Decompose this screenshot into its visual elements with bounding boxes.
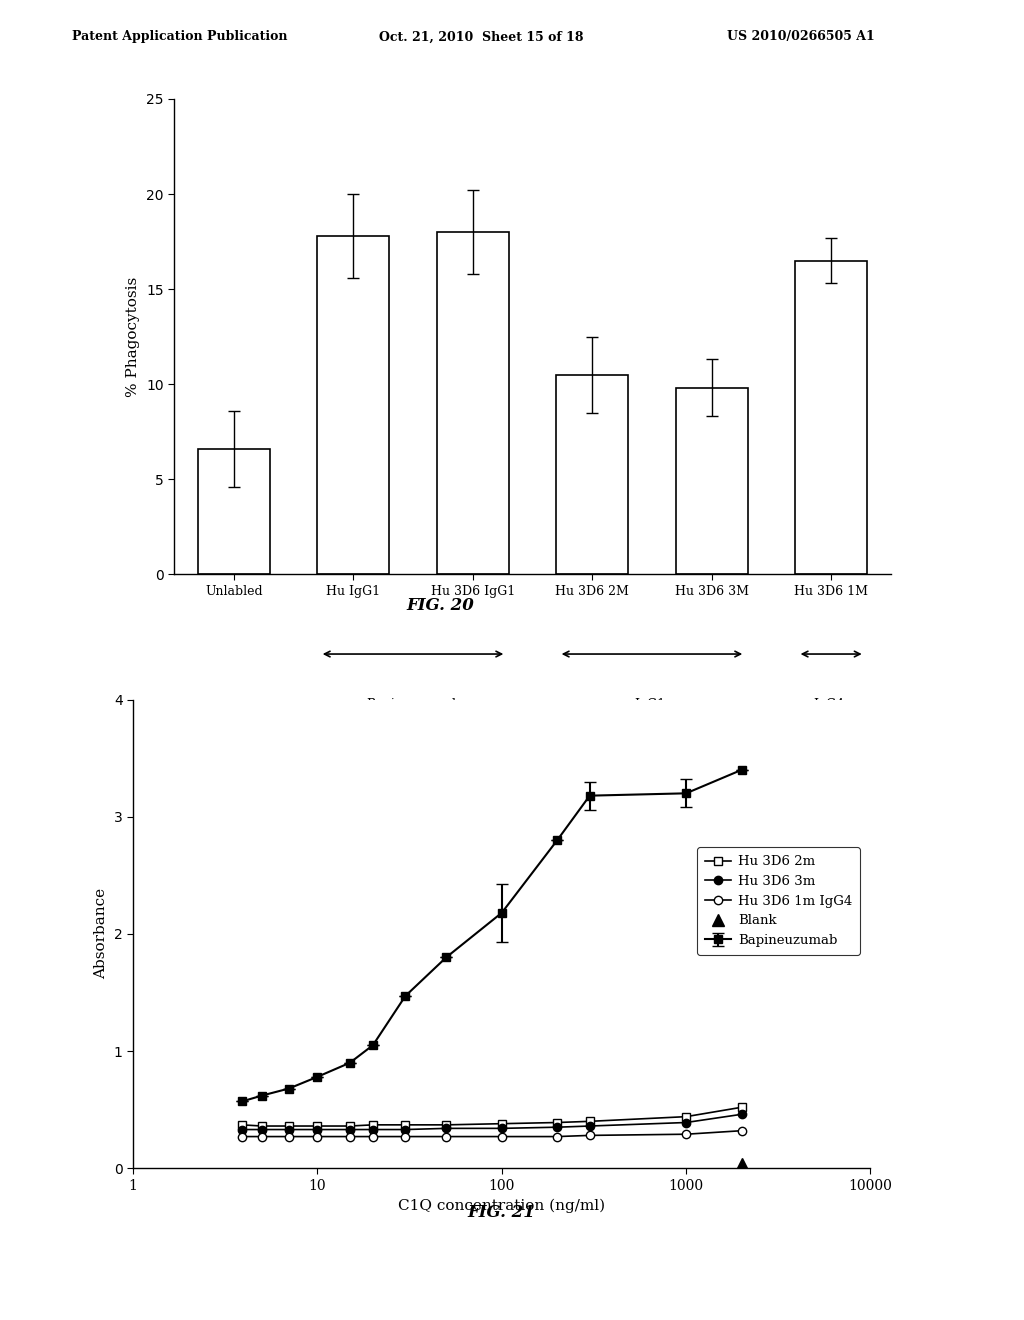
Hu 3D6 1m IgG4 — [735, 1123, 748, 1139]
Text: Patent Application Publication: Patent Application Publication — [72, 30, 287, 44]
Text: US 2010/0266505 A1: US 2010/0266505 A1 — [727, 30, 874, 44]
Y-axis label: Absorbance: Absorbance — [94, 888, 109, 979]
Hu 3D6 1m IgG4 — [236, 1129, 248, 1144]
Hu 3D6 2m — [735, 1100, 748, 1115]
Hu 3D6 1m IgG4 — [680, 1126, 692, 1142]
Hu 3D6 2m — [311, 1118, 324, 1134]
Hu 3D6 3m — [311, 1122, 324, 1138]
Hu 3D6 1m IgG4 — [399, 1129, 412, 1144]
Hu 3D6 3m — [584, 1118, 596, 1134]
Hu 3D6 2m — [440, 1117, 453, 1133]
Hu 3D6 1m IgG4 — [344, 1129, 356, 1144]
X-axis label: C1Q concentration (ng/ml): C1Q concentration (ng/ml) — [398, 1199, 605, 1213]
Bar — [796, 260, 867, 574]
Hu 3D6 1m IgG4 — [551, 1129, 563, 1144]
Hu 3D6 2m — [367, 1117, 379, 1133]
Hu 3D6 3m — [551, 1119, 563, 1135]
Hu 3D6 3m — [344, 1122, 356, 1138]
Hu 3D6 1m IgG4 — [496, 1129, 508, 1144]
Line: Hu 3D6 1m IgG4: Hu 3D6 1m IgG4 — [238, 1126, 745, 1140]
Hu 3D6 3m — [367, 1122, 379, 1138]
Bar — [676, 388, 748, 574]
Hu 3D6 2m — [496, 1115, 508, 1131]
Hu 3D6 3m — [496, 1121, 508, 1137]
Hu 3D6 1m IgG4 — [367, 1129, 379, 1144]
Hu 3D6 3m — [735, 1106, 748, 1122]
Text: IgG4;
hinge mut: IgG4; hinge mut — [799, 698, 863, 726]
Hu 3D6 2m — [680, 1109, 692, 1125]
Bar — [556, 375, 628, 574]
Bar — [317, 236, 389, 574]
Y-axis label: % Phagocytosis: % Phagocytosis — [127, 276, 140, 397]
Hu 3D6 1m IgG4 — [440, 1129, 453, 1144]
Hu 3D6 2m — [283, 1118, 295, 1134]
Line: Hu 3D6 2m: Hu 3D6 2m — [238, 1104, 745, 1130]
Hu 3D6 1m IgG4 — [256, 1129, 268, 1144]
Hu 3D6 3m — [440, 1121, 453, 1137]
Hu 3D6 2m — [256, 1118, 268, 1134]
Hu 3D6 3m — [236, 1122, 248, 1138]
Line: Hu 3D6 3m: Hu 3D6 3m — [238, 1110, 745, 1134]
Text: IgG1;
FcγR1 mutants: IgG1; FcγR1 mutants — [604, 698, 700, 726]
Hu 3D6 2m — [236, 1117, 248, 1133]
Text: Oct. 21, 2010  Sheet 15 of 18: Oct. 21, 2010 Sheet 15 of 18 — [379, 30, 584, 44]
Hu 3D6 2m — [584, 1113, 596, 1129]
Hu 3D6 3m — [256, 1122, 268, 1138]
Hu 3D6 2m — [551, 1114, 563, 1130]
Hu 3D6 2m — [399, 1117, 412, 1133]
Hu 3D6 3m — [399, 1122, 412, 1138]
Text: Bapineuzumab: Bapineuzumab — [366, 698, 460, 710]
Hu 3D6 3m — [283, 1122, 295, 1138]
Text: FIG. 21: FIG. 21 — [468, 1204, 536, 1221]
Bar — [198, 449, 269, 574]
Text: FIG. 20: FIG. 20 — [407, 597, 474, 614]
Hu 3D6 3m — [680, 1114, 692, 1130]
Bar — [437, 232, 509, 574]
Legend: Hu 3D6 2m, Hu 3D6 3m, Hu 3D6 1m IgG4, Blank, Bapineuzumab: Hu 3D6 2m, Hu 3D6 3m, Hu 3D6 1m IgG4, Bl… — [697, 847, 860, 954]
Hu 3D6 1m IgG4 — [311, 1129, 324, 1144]
Hu 3D6 1m IgG4 — [283, 1129, 295, 1144]
Hu 3D6 2m — [344, 1118, 356, 1134]
Hu 3D6 1m IgG4 — [584, 1127, 596, 1143]
